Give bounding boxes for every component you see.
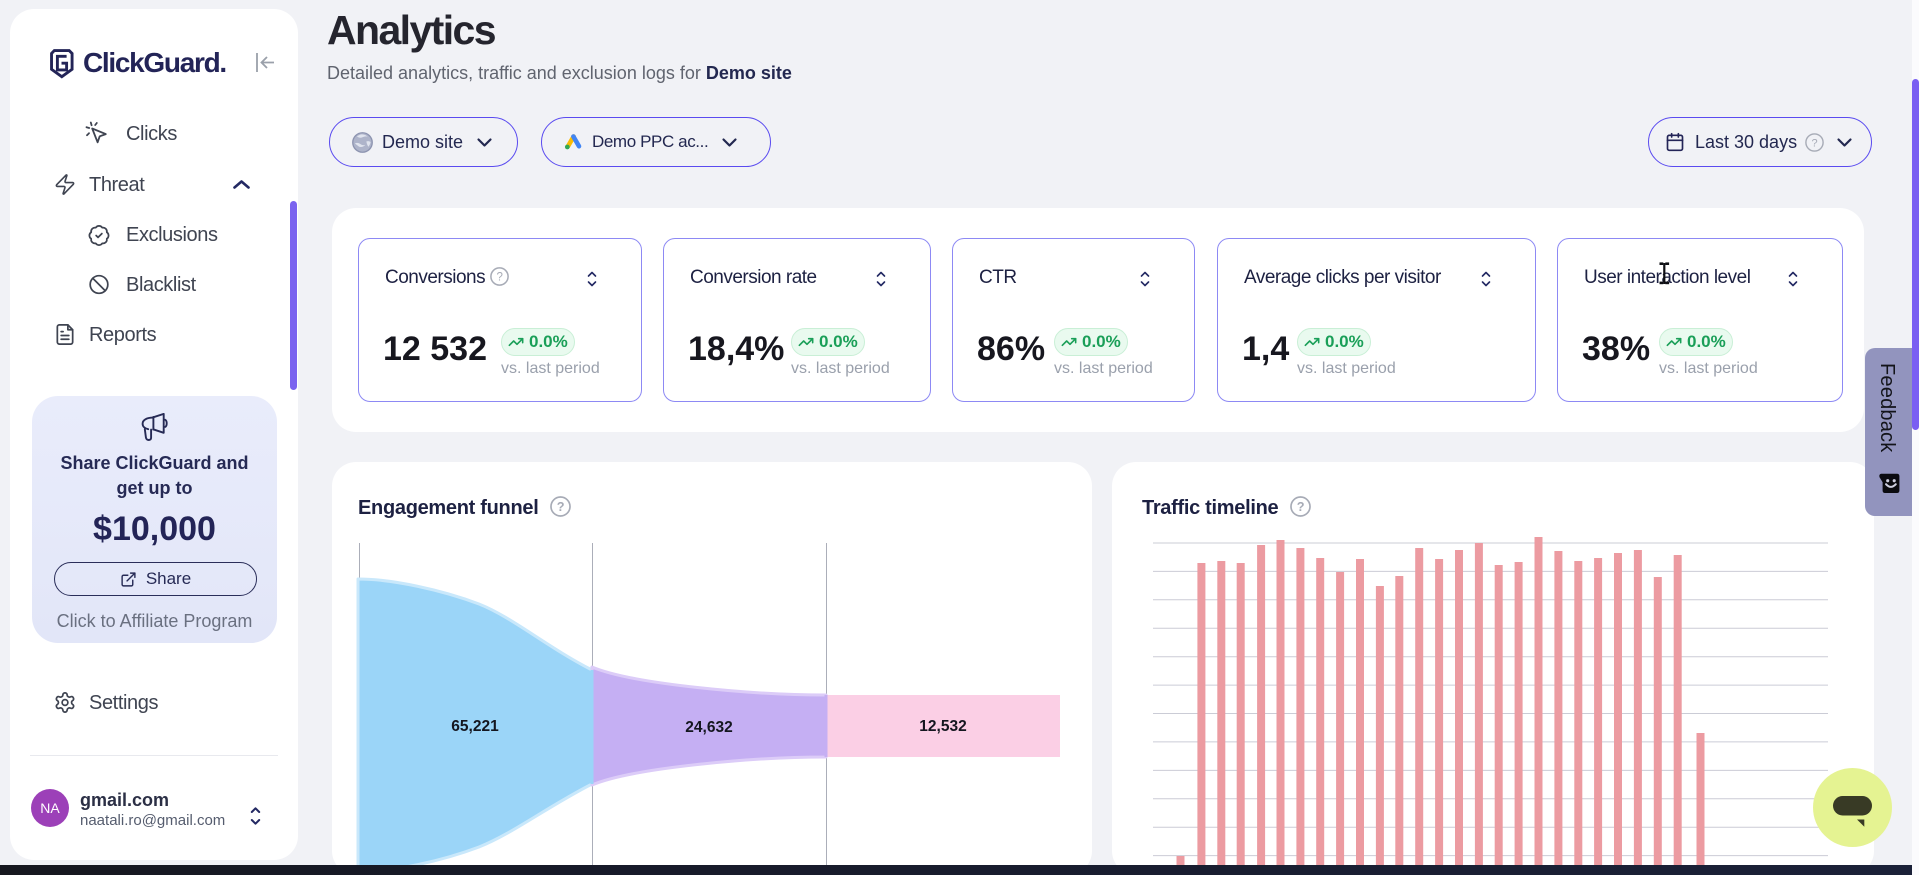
svg-text:?: ? <box>497 271 503 283</box>
svg-text:65,221: 65,221 <box>451 718 499 735</box>
svg-text:?: ? <box>1812 137 1818 149</box>
svg-text:?: ? <box>557 499 565 514</box>
svg-text:24,632: 24,632 <box>685 719 732 736</box>
svg-text:12,532: 12,532 <box>919 718 966 735</box>
svg-text:?: ? <box>1296 499 1304 514</box>
